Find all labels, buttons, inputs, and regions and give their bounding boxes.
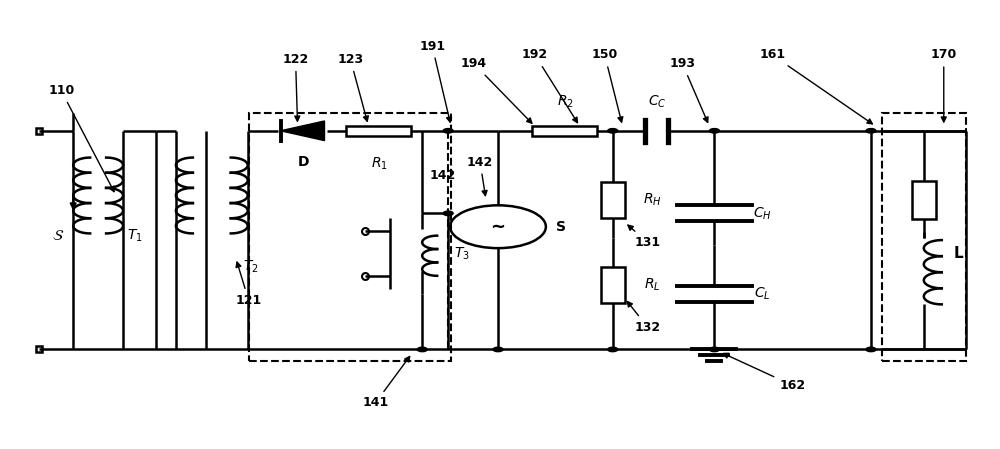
Text: $R_L$: $R_L$ <box>644 277 661 293</box>
Text: 193: 193 <box>669 57 708 123</box>
Text: L: L <box>954 246 964 261</box>
Circle shape <box>608 347 618 352</box>
Bar <box>249 113 451 361</box>
Circle shape <box>866 128 876 133</box>
Bar <box>912 181 936 219</box>
Text: 161: 161 <box>759 48 872 124</box>
Text: $C_L$: $C_L$ <box>754 286 771 302</box>
Polygon shape <box>281 121 324 141</box>
Text: $T_3$: $T_3$ <box>454 245 470 262</box>
Circle shape <box>443 128 453 133</box>
Circle shape <box>443 211 453 216</box>
Text: 142: 142 <box>467 155 493 196</box>
Circle shape <box>709 128 719 133</box>
Bar <box>346 126 411 136</box>
Text: 122: 122 <box>282 53 309 121</box>
Circle shape <box>866 347 876 352</box>
Text: 141: 141 <box>362 357 410 409</box>
Text: $R_1$: $R_1$ <box>371 156 388 172</box>
Text: 150: 150 <box>592 48 623 122</box>
Text: 191: 191 <box>419 40 451 122</box>
Text: 162: 162 <box>723 353 805 392</box>
Text: $C_H$: $C_H$ <box>753 205 772 221</box>
Text: $R_2$: $R_2$ <box>557 93 574 110</box>
Text: 142: 142 <box>430 169 456 182</box>
Text: 192: 192 <box>522 48 577 123</box>
Circle shape <box>709 347 719 352</box>
Circle shape <box>417 347 427 352</box>
Text: $R_H$: $R_H$ <box>643 192 662 208</box>
Circle shape <box>608 128 618 133</box>
Text: 132: 132 <box>627 302 661 334</box>
Text: $T_1$: $T_1$ <box>127 228 143 244</box>
Text: $T_2$: $T_2$ <box>243 259 259 275</box>
Text: D: D <box>298 155 309 169</box>
Bar <box>601 267 625 303</box>
Bar <box>532 126 597 136</box>
Text: 194: 194 <box>461 57 532 123</box>
Text: 123: 123 <box>337 53 368 121</box>
Text: 121: 121 <box>236 262 262 307</box>
Text: 110: 110 <box>48 84 114 192</box>
Circle shape <box>493 347 503 352</box>
Text: ~: ~ <box>491 218 506 236</box>
Text: 131: 131 <box>628 225 661 249</box>
Bar <box>882 113 966 361</box>
Text: S: S <box>556 220 566 234</box>
Text: 170: 170 <box>931 48 957 122</box>
Bar <box>601 182 625 218</box>
Text: $\mathcal{S}$: $\mathcal{S}$ <box>52 228 64 243</box>
Text: $C_C$: $C_C$ <box>648 93 666 110</box>
